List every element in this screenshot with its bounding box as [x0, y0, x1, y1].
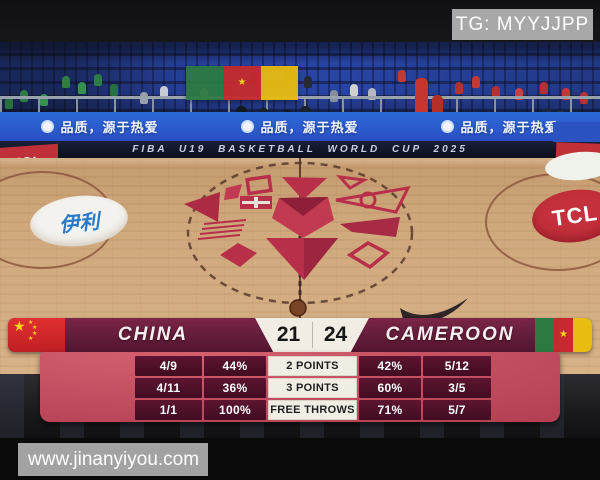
led-ad-item: 品质，源于热爱	[441, 117, 558, 136]
home-score: 21	[276, 323, 301, 346]
away-made-ft: 5/7	[423, 400, 491, 420]
telegram-watermark: TG: MYYJJPP	[452, 9, 593, 40]
away-pct-3pt: 60%	[359, 378, 421, 398]
home-pct-3pt: 36%	[204, 378, 266, 398]
led-ad-item: 品质，源于热爱	[241, 117, 358, 136]
website-watermark: www.jinanyiyou.com	[18, 443, 208, 476]
stands	[0, 42, 600, 112]
apron-board: FIBA U19 BASKETBALL WORLD CUP 2025	[0, 141, 600, 158]
stat-label-ft: FREE THROWS	[268, 400, 357, 420]
score-panel: 21 24	[255, 318, 369, 352]
china-flag: ★ ★ ★ ★ ★	[8, 318, 65, 352]
score-divider	[311, 322, 313, 348]
away-made-3pt: 3/5	[423, 378, 491, 398]
home-pct-ft: 100%	[204, 400, 266, 420]
away-team-name: CAMEROON	[385, 324, 515, 345]
arena-upper-dark: TG: MYYJJPP	[0, 0, 600, 42]
cameroon-flag: ★	[535, 318, 592, 352]
away-score: 24	[323, 323, 348, 346]
led-ad-item: 品质，源于热爱	[41, 117, 158, 136]
court-markings-and-logo	[0, 161, 600, 323]
home-made-ft: 1/1	[135, 400, 202, 420]
stats-panel: 4/9 44% 2 POINTS 42% 5/12 4/11 36% 3 POI…	[40, 352, 560, 422]
blue-side-board	[553, 122, 600, 142]
stat-label-3pt: 3 POINTS	[268, 378, 357, 398]
sponsor-circle-icon	[241, 120, 255, 133]
sponsor-circle-icon	[441, 120, 455, 133]
nike-swoosh-icon	[400, 298, 468, 323]
away-pct-ft: 71%	[359, 400, 421, 420]
home-made-2pt: 4/9	[135, 356, 202, 376]
sponsor-circle-icon	[41, 120, 55, 133]
led-ad-board: 品质，源于热爱 品质，源于热爱 品质，源于热爱	[0, 112, 600, 141]
railing	[0, 96, 600, 112]
stats-grid: 4/9 44% 2 POINTS 42% 5/12 4/11 36% 3 POI…	[135, 356, 491, 420]
away-pct-2pt: 42%	[359, 356, 421, 376]
home-made-3pt: 4/11	[135, 378, 202, 398]
stat-label-2pt: 2 POINTS	[268, 356, 357, 376]
home-pct-2pt: 44%	[204, 356, 266, 376]
away-made-2pt: 5/12	[423, 356, 491, 376]
event-title: FIBA U19 BASKETBALL WORLD CUP 2025	[132, 144, 468, 155]
cameroon-flag-banner: ★	[186, 66, 298, 100]
scoreboard-header: ★ ★ ★ ★ ★ CHINA 21 24 CAMEROON ★	[8, 318, 592, 352]
home-team-name: CHINA	[117, 324, 189, 345]
scoreboard: ★ ★ ★ ★ ★ CHINA 21 24 CAMEROON ★ 4/9 44% 2 P…	[0, 318, 600, 424]
bottom-bar: www.jinanyiyou.com	[0, 438, 600, 480]
fiba-u19-court-logo	[184, 174, 411, 280]
